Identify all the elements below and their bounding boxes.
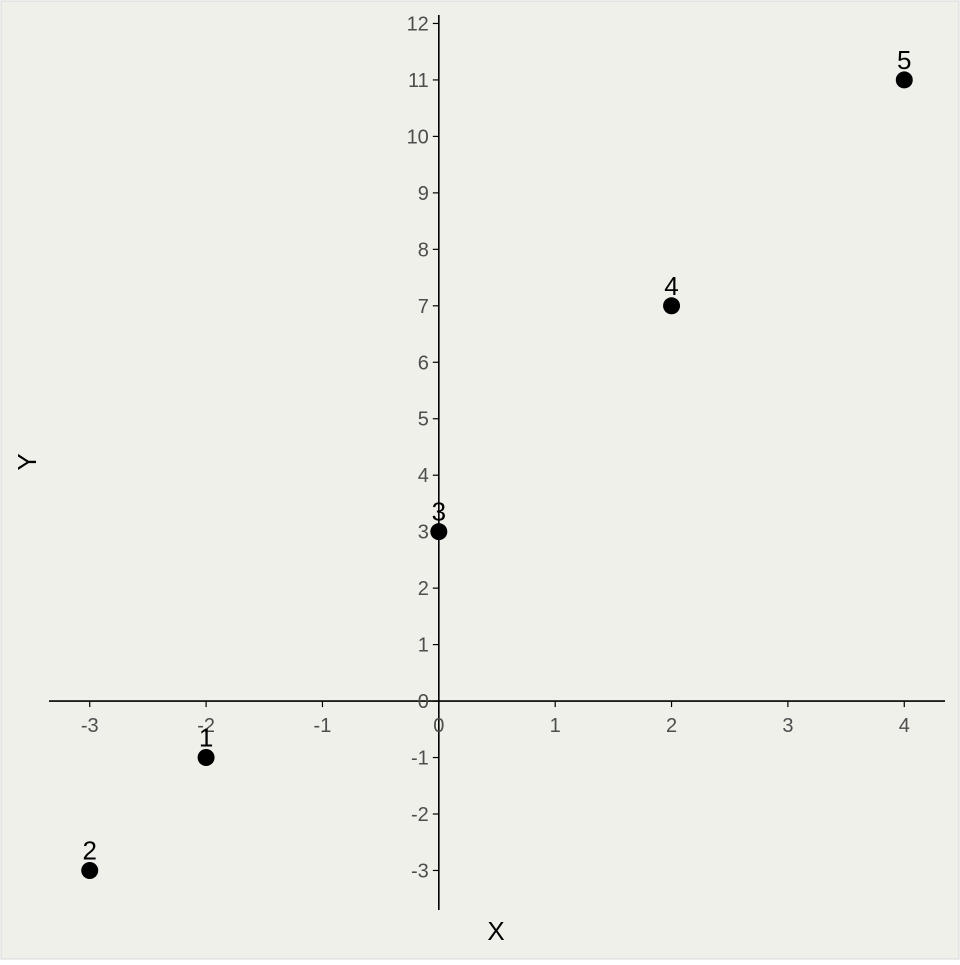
y-axis-title: Y [12,453,42,470]
y-tick-label: 2 [418,578,429,600]
y-tick-label: 10 [407,126,429,148]
y-tick-label: 12 [407,13,429,35]
y-tick-label: 9 [418,183,429,205]
y-tick-label: 4 [418,465,429,487]
x-tick-label: -1 [314,715,332,737]
x-tick-label: -2 [197,715,215,737]
x-tick-label: 3 [782,715,793,737]
data-point-5 [895,71,913,89]
data-point-label-5: 5 [897,45,911,75]
y-tick-label: 5 [418,409,429,431]
data-point-3 [430,523,448,541]
x-tick-label: 1 [550,715,561,737]
data-point-label-2: 2 [82,835,96,865]
data-point-label-3: 3 [432,497,446,527]
x-tick-label: 0 [433,715,444,737]
y-tick-label: 3 [418,522,429,544]
data-point-4 [663,297,681,315]
y-tick-label: -1 [411,748,429,770]
data-point-1 [197,749,215,767]
x-axis-title: X [487,916,504,946]
x-tick-label: 2 [666,715,677,737]
y-tick-label: 0 [418,691,429,713]
y-tick-label: 11 [408,70,429,92]
y-tick-label: 8 [418,239,429,261]
y-tick-label: -2 [411,804,429,826]
data-point-label-1: 1 [199,723,213,753]
x-tick-label: 4 [899,715,910,737]
x-tick-label: -3 [81,715,99,737]
data-point-2 [81,861,99,879]
y-tick-label: -3 [411,860,429,882]
axes [49,15,945,910]
y-tick-label: 1 [418,635,429,657]
y-tick-label: 7 [418,296,429,318]
y-tick-label: 6 [418,352,429,374]
data-point-label-4: 4 [664,271,678,301]
